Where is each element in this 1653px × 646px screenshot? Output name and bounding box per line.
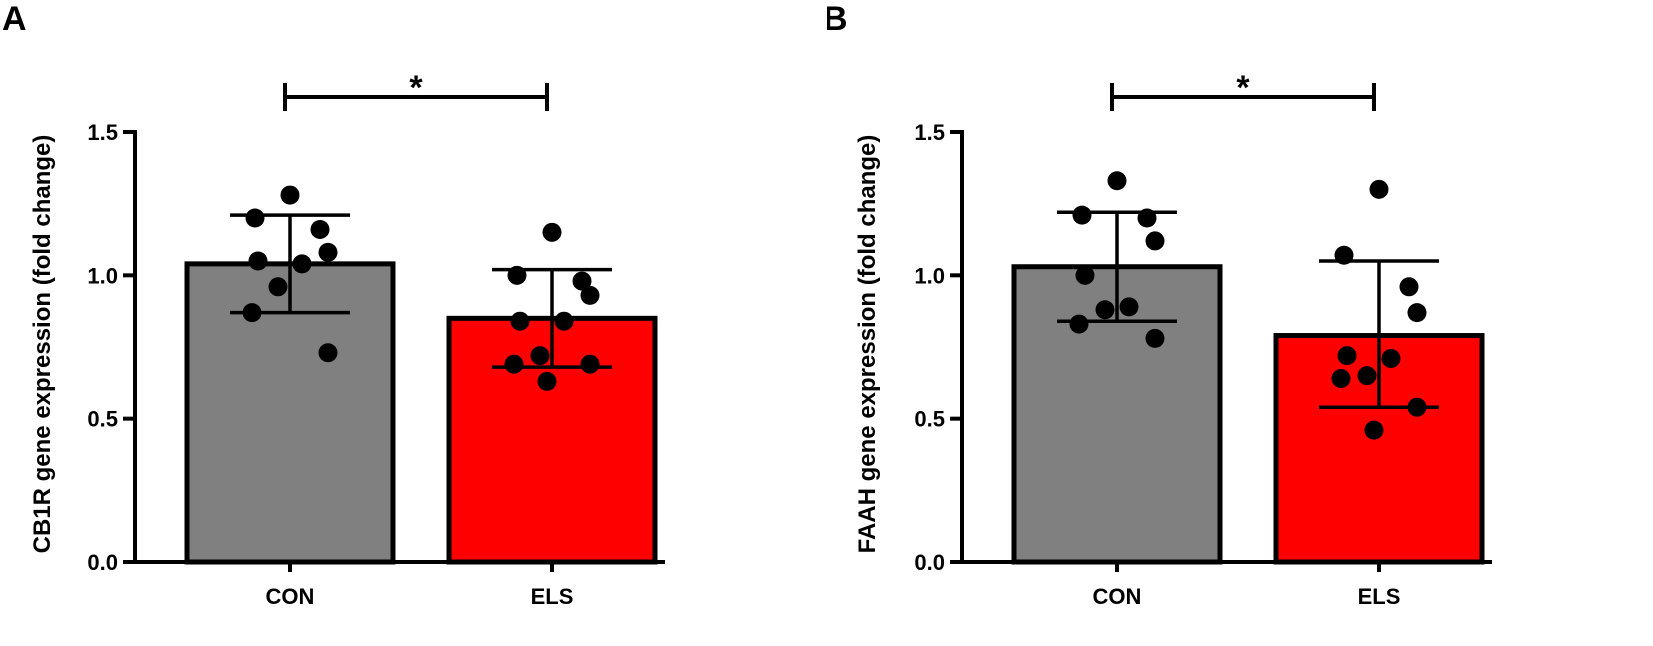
- x-tick-label-con: CON: [266, 584, 315, 609]
- y-tick-label: 1.5: [914, 120, 945, 145]
- y-tick-label: 1.0: [914, 263, 945, 288]
- panel-b: B FAAH gene expression (fold change) 0.0…: [827, 0, 1653, 646]
- y-tick-label: 1.0: [87, 263, 118, 288]
- data-point-els: [572, 271, 592, 291]
- y-axis-label: CB1R gene expression (fold change): [29, 135, 56, 554]
- data-point-els: [537, 371, 557, 391]
- data-point-con: [1075, 265, 1095, 285]
- data-point-els: [580, 285, 600, 305]
- y-axis-label: FAAH gene expression (fold change): [854, 135, 881, 554]
- panel-a: A CB1R gene expression (fold change) 0.0…: [0, 0, 826, 646]
- data-point-els: [510, 311, 530, 331]
- data-point-con: [1145, 231, 1165, 251]
- x-tick-label-els: ELS: [1358, 584, 1401, 609]
- data-point-els: [1369, 179, 1389, 199]
- data-point-els: [580, 354, 600, 374]
- data-point-con: [1119, 297, 1139, 317]
- chart-a-svg: A CB1R gene expression (fold change) 0.0…: [2, 0, 665, 609]
- data-point-els: [1407, 303, 1427, 323]
- y-tick-label: 0.0: [914, 550, 945, 575]
- y-tick-label: 0.5: [914, 407, 945, 432]
- data-point-con: [1095, 300, 1115, 320]
- data-point-els: [1364, 420, 1384, 440]
- data-point-els: [1357, 366, 1377, 386]
- significance-star: *: [1236, 69, 1250, 107]
- data-point-els: [542, 222, 562, 242]
- data-point-con: [1069, 314, 1089, 334]
- data-point-els: [504, 354, 524, 374]
- data-point-con: [318, 343, 338, 363]
- chart-b-svg: B FAAH gene expression (fold change) 0.0…: [827, 0, 1492, 609]
- y-tick-label: 1.5: [87, 120, 118, 145]
- data-point-els: [1337, 346, 1357, 366]
- data-point-els: [1399, 277, 1419, 297]
- data-point-els: [530, 346, 550, 366]
- data-point-con: [245, 208, 265, 228]
- data-point-els: [1331, 369, 1351, 389]
- data-point-con: [268, 277, 288, 297]
- data-point-con: [1072, 205, 1092, 225]
- data-point-con: [318, 242, 338, 262]
- data-point-con: [310, 219, 330, 239]
- data-point-con: [280, 185, 300, 205]
- x-tick-label-con: CON: [1093, 584, 1142, 609]
- y-tick-label: 0.5: [87, 407, 118, 432]
- data-point-con: [1107, 171, 1127, 191]
- panel-b-letter: B: [827, 0, 848, 38]
- data-point-con: [1145, 328, 1165, 348]
- y-tick-label: 0.0: [87, 550, 118, 575]
- panel-a-letter: A: [2, 0, 27, 38]
- x-tick-label-els: ELS: [531, 584, 574, 609]
- data-point-con: [292, 254, 312, 274]
- data-point-con: [248, 251, 268, 271]
- data-point-els: [554, 311, 574, 331]
- data-point-els: [1381, 348, 1401, 368]
- significance-star: *: [409, 69, 423, 107]
